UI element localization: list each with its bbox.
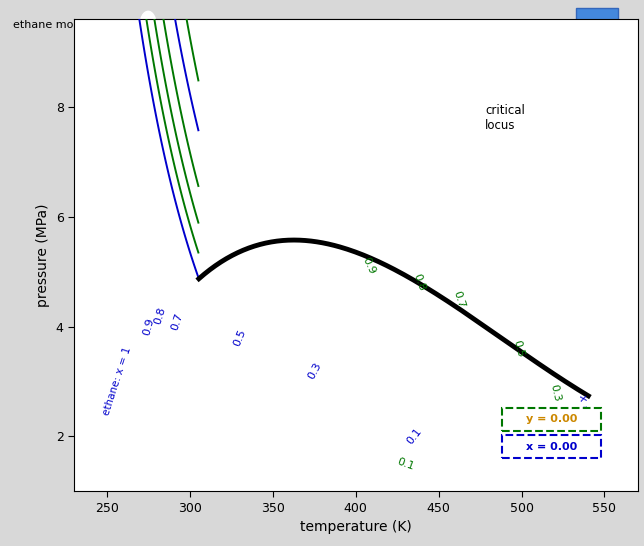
FancyBboxPatch shape: [502, 435, 601, 459]
Text: x = 0: x = 0: [578, 394, 592, 425]
Bar: [576, 8, 618, 43]
Bar: [142, 19, 399, 31]
Ellipse shape: [140, 11, 156, 39]
Text: 0.9: 0.9: [361, 256, 377, 276]
Text: 0.1: 0.1: [404, 426, 423, 447]
Text: 0.8: 0.8: [411, 272, 426, 293]
Text: show all curves: show all curves: [431, 20, 518, 30]
FancyBboxPatch shape: [502, 408, 601, 431]
Text: critical
locus: critical locus: [485, 104, 525, 132]
Text: 0.5: 0.5: [511, 339, 526, 358]
X-axis label: temperature (K): temperature (K): [300, 520, 412, 535]
Text: x = 0.00: x = 0.00: [526, 442, 577, 452]
Text: 0.3: 0.3: [306, 360, 323, 381]
Text: 0.8: 0.8: [153, 306, 167, 325]
Y-axis label: pressure (MPa): pressure (MPa): [36, 204, 50, 307]
Text: ethane mole fraction: ethane mole fraction: [13, 20, 129, 30]
Text: 0.9: 0.9: [142, 317, 156, 336]
Text: 0.7: 0.7: [451, 289, 466, 309]
Text: 0.1: 0.1: [395, 456, 415, 472]
Text: 0.5: 0.5: [232, 328, 248, 348]
Text: ✓: ✓: [591, 18, 603, 32]
Text: 0.7: 0.7: [169, 311, 184, 331]
Text: ethane: x = 1: ethane: x = 1: [101, 346, 133, 417]
Text: y = 0.00: y = 0.00: [526, 414, 577, 424]
Text: 0.3: 0.3: [548, 383, 562, 402]
Text: 0.: 0.: [415, 20, 426, 30]
